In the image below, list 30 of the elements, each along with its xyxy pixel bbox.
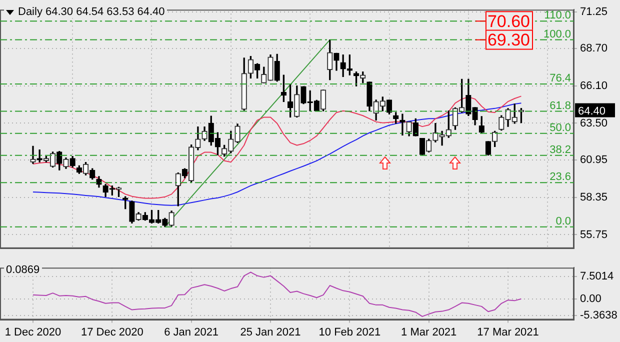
x-tick-label: 1 Mar 2021	[401, 326, 457, 338]
x-tick-label: 17 Dec 2020	[80, 326, 144, 338]
x-tick-label: 1 Dec 2020	[4, 326, 62, 338]
y-tick-label: 60.95	[580, 154, 608, 166]
chart-title: 0.0869	[6, 264, 40, 276]
text: 64.40	[578, 105, 606, 118]
annotation: 100.0	[543, 28, 571, 40]
annotation: 50.0	[550, 122, 571, 134]
annotation: 61.8	[550, 100, 571, 112]
y-tick-label: 68.70	[580, 42, 608, 54]
annotation: 110.0	[544, 10, 571, 22]
y-tick-label: -5.3638	[580, 309, 618, 322]
ref-line-label: 69.30	[487, 30, 530, 50]
annotation: 76.4	[550, 72, 571, 85]
y-tick-label: 66.10	[580, 80, 608, 92]
x-tick-label: 25 Jan 2021	[240, 326, 301, 338]
chart-title: Daily 64.30 64.54 63.53 64.40	[18, 6, 165, 18]
y-tick-label: 71.25	[580, 6, 608, 18]
annotation: 0.0	[556, 215, 571, 228]
annotation: 23.6	[550, 171, 571, 184]
annotation: 38.2	[550, 144, 571, 156]
y-tick-label: 63.50	[580, 117, 608, 130]
x-tick-label: 17 Mar 2021	[477, 326, 539, 338]
x-tick-label: 6 Jan 2021	[164, 326, 219, 338]
y-tick-label: 7.5014	[580, 270, 614, 282]
ref-line-label: 70.60	[487, 12, 530, 31]
y-tick-label: 0.00	[580, 293, 602, 306]
y-tick-label: 58.35	[580, 191, 608, 204]
x-tick-label: 10 Feb 2021	[318, 326, 381, 338]
y-tick-label: 55.75	[580, 228, 608, 241]
